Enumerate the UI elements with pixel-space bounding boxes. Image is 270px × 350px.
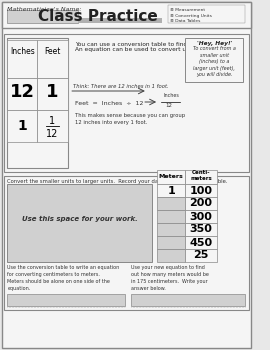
Bar <box>8 110 38 142</box>
Text: ④ Measurement: ④ Measurement <box>170 8 205 12</box>
Bar <box>38 78 68 110</box>
Text: 450: 450 <box>190 238 213 247</box>
Bar <box>185 184 217 197</box>
Text: Class Practice: Class Practice <box>38 9 158 24</box>
Text: You can use a conversion table to find an equation.: You can use a conversion table to find a… <box>75 42 226 47</box>
Text: 350: 350 <box>190 224 212 234</box>
Bar <box>185 170 217 184</box>
Text: 1: 1 <box>167 186 175 196</box>
Bar <box>8 38 68 168</box>
Bar <box>4 176 249 310</box>
Text: Feet  =  Inches  ÷  12: Feet = Inches ÷ 12 <box>75 101 143 106</box>
Bar <box>157 210 185 223</box>
Text: Use this space for your work.: Use this space for your work. <box>22 216 137 222</box>
Text: ④ Converting Units: ④ Converting Units <box>170 14 212 18</box>
Text: 1: 1 <box>18 119 27 133</box>
Bar <box>157 249 185 262</box>
Bar <box>185 210 217 223</box>
Bar <box>8 40 38 78</box>
Text: Use the conversion table to write an equation
for converting centimeters to mete: Use the conversion table to write an equ… <box>8 265 120 291</box>
Text: Use your new equation to find
out how many meters would be
in 175 centimeters.  : Use your new equation to find out how ma… <box>131 265 209 291</box>
Text: Feet: Feet <box>44 47 60 56</box>
Text: 'Hey, Hey!': 'Hey, Hey!' <box>197 41 232 46</box>
Text: This makes sense because you can group
12 inches into every 1 foot.: This makes sense because you can group 1… <box>75 113 185 125</box>
Bar <box>131 294 245 306</box>
Text: 1: 1 <box>49 116 55 126</box>
Bar <box>185 223 217 236</box>
Bar <box>185 236 217 249</box>
Bar <box>8 10 78 23</box>
Text: An equation can be used to convert units.: An equation can be used to convert units… <box>75 47 198 52</box>
Bar <box>8 78 38 110</box>
Bar <box>38 110 68 142</box>
Text: Inches: Inches <box>10 47 35 56</box>
Text: Think: There are 12 inches in 1 foot.: Think: There are 12 inches in 1 foot. <box>73 84 168 89</box>
Bar <box>2 2 251 28</box>
Bar <box>185 249 217 262</box>
Text: 1: 1 <box>46 83 59 101</box>
Bar <box>157 223 185 236</box>
Bar <box>185 38 243 82</box>
Bar <box>38 40 68 78</box>
Text: 25: 25 <box>193 251 209 260</box>
Bar <box>185 197 217 210</box>
Text: Convert the smaller units to larger units.  Record your data in the conversion t: Convert the smaller units to larger unit… <box>8 179 228 184</box>
Text: ④ Data Tables: ④ Data Tables <box>170 19 201 23</box>
Text: Inches: Inches <box>164 93 180 98</box>
Bar <box>78 18 162 23</box>
Text: 300: 300 <box>190 211 212 222</box>
Bar <box>168 5 245 23</box>
Text: Meters: Meters <box>159 174 184 179</box>
Text: Mathematician's Name:: Mathematician's Name: <box>8 7 82 12</box>
Bar <box>157 184 185 197</box>
Text: Centi-
meters: Centi- meters <box>190 170 212 181</box>
Text: 100: 100 <box>190 186 212 196</box>
Bar <box>157 236 185 249</box>
Text: 12: 12 <box>46 129 59 139</box>
Text: 12: 12 <box>165 103 172 108</box>
Bar <box>157 170 185 184</box>
Bar <box>4 34 249 172</box>
Text: 200: 200 <box>190 198 212 209</box>
Bar <box>8 294 125 306</box>
Bar <box>8 184 153 262</box>
Text: To convert from a
smaller unit
(inches) to a
larger unit (feet),
you will divide: To convert from a smaller unit (inches) … <box>193 46 236 77</box>
Bar <box>157 197 185 210</box>
Text: 12: 12 <box>10 83 35 101</box>
